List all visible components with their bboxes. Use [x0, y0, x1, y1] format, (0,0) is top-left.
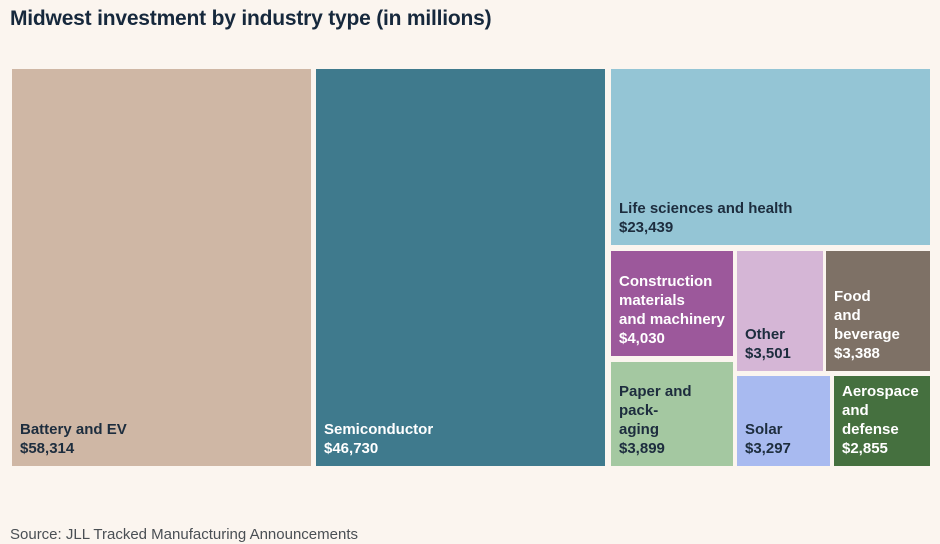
- tile-label: Aerospace and defense: [842, 383, 919, 438]
- treemap-chart: Battery and EV $58,314 Semiconductor $46…: [12, 69, 930, 466]
- tile-label: Other: [745, 326, 786, 343]
- source-attribution: Source: JLL Tracked Manufacturing Announ…: [10, 526, 358, 543]
- tile-value: $46,730: [324, 440, 379, 457]
- tile-label: Life sciences and health: [619, 200, 793, 217]
- treemap-tile-construction-materials-and-machinery: Construction materials and machinery $4,…: [611, 251, 733, 356]
- tile-label: Semiconductor: [324, 421, 434, 438]
- treemap-tile-other: Other $3,501: [737, 251, 823, 371]
- tile-label: Construction materials and machinery: [619, 273, 725, 328]
- treemap-tile-paper-and-packaging: Paper and pack- aging $3,899: [611, 362, 733, 466]
- tile-value: $58,314: [20, 440, 75, 457]
- tile-value: $3,388: [834, 345, 880, 362]
- treemap-tile-life-sciences-and-health: Life sciences and health $23,439: [611, 69, 930, 245]
- treemap-tile-battery-and-ev: Battery and EV $58,314: [12, 69, 311, 466]
- tile-label: Food and beverage: [834, 288, 900, 343]
- tile-label: Battery and EV: [20, 421, 127, 438]
- treemap-tile-semiconductor: Semiconductor $46,730: [316, 69, 605, 466]
- tile-label: Solar: [745, 421, 783, 438]
- tile-value: $23,439: [619, 219, 674, 236]
- tile-value: $3,501: [745, 345, 791, 362]
- treemap-tile-aerospace-and-defense: Aerospace and defense $2,855: [834, 376, 930, 466]
- tile-value: $4,030: [619, 330, 665, 347]
- tile-value: $3,297: [745, 440, 791, 457]
- tile-label: Paper and pack- aging: [619, 383, 692, 438]
- treemap-tile-solar: Solar $3,297: [737, 376, 830, 466]
- tile-value: $2,855: [842, 440, 888, 457]
- chart-title: Midwest investment by industry type (in …: [10, 7, 492, 30]
- treemap-tile-food-and-beverage: Food and beverage $3,388: [826, 251, 930, 371]
- tile-value: $3,899: [619, 440, 665, 457]
